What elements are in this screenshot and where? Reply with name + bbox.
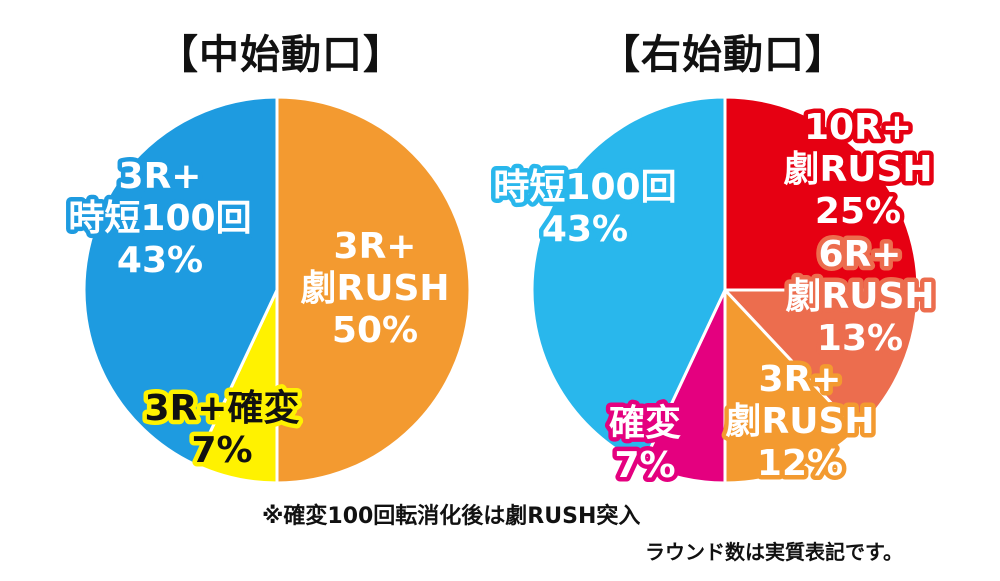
pie-1-slice-1-label: 6R+劇RUSH 13% bbox=[785, 234, 934, 359]
pie-1-slice-2-label: 3R+劇RUSH 12% bbox=[725, 359, 874, 484]
pie-1-slice-0 bbox=[723, 95, 920, 292]
pie-1-slice-3-label-line-1: 7% bbox=[614, 445, 675, 486]
chart-title-right: 【右始動口】 bbox=[600, 32, 846, 78]
pie-0-slice-2-label-line-1: 時短100回 bbox=[68, 198, 251, 239]
pie-1-slice-2 bbox=[723, 288, 859, 485]
pie-1-slice-3-label-line-0: 確変 bbox=[609, 402, 681, 444]
pie-1-slice-2-label-line-2: 12% bbox=[757, 443, 843, 484]
pie-0-slice-0 bbox=[275, 95, 472, 485]
pie-1-slice-4-label: 時短100回 43% bbox=[493, 167, 676, 250]
chart-title-center: 【中始動口】 bbox=[158, 32, 404, 78]
pie-1-slice-0-label-line-1: 劇RUSH bbox=[783, 149, 932, 190]
pie-1-slice-4 bbox=[530, 95, 727, 467]
pie-0-slice-1-label-line-1: 7% bbox=[191, 430, 252, 471]
pie-1-slice-2-label-line-1: 劇RUSH bbox=[725, 401, 874, 442]
pie-1-slice-1-label-line-2: 13% bbox=[817, 318, 903, 359]
pie-0-slice-1-label-line-0: 3R+確変 bbox=[145, 387, 300, 429]
pie-1-slice-2-label-line-0: 3R+ bbox=[759, 359, 842, 400]
pie-0-slice-0-label-line-2: 50% bbox=[332, 310, 418, 351]
pie-1-slice-3-label: 確変 7% bbox=[609, 402, 681, 486]
pie-1-slice-0-label-line-2: 25% bbox=[815, 191, 901, 232]
pie-1-slice-1 bbox=[723, 288, 920, 433]
footnote-round-count: ラウンド数は実質表記です。 bbox=[645, 540, 903, 564]
pie-1-slice-4-label-line-0: 時短100回 bbox=[493, 167, 676, 208]
footnote-rush: ※確変100回転消化後は劇RUSH突入 bbox=[262, 504, 641, 529]
pie-0-slice-0-label-line-1: 劇RUSH bbox=[300, 268, 449, 309]
pie-0-slice-1-label: 3R+確変 7% bbox=[145, 387, 300, 471]
pie-0-slice-0-label-line-0: 3R+ bbox=[334, 226, 417, 267]
pie-0-slice-2 bbox=[82, 95, 279, 467]
pie-1-slice-0-label: 10R+劇RUSH 25% bbox=[783, 107, 932, 232]
pie-1-slice-0-label-line-0: 10R+ bbox=[804, 107, 912, 148]
pie-0-slice-0-label: 3R+劇RUSH 50% bbox=[300, 226, 449, 351]
pie-1-slice-1-label-line-0: 6R+ bbox=[819, 234, 902, 275]
pie-1-slice-4-label-line-1: 43% bbox=[542, 209, 628, 250]
pie-1-slice-1-label-line-1: 劇RUSH bbox=[785, 276, 934, 317]
pie-0-slice-2-label-line-2: 43% bbox=[117, 240, 203, 281]
pie-0-slice-2-label-line-0: 3R+ bbox=[119, 156, 202, 197]
pie-0-slice-2-label: 3R+時短100回 43% bbox=[68, 156, 251, 281]
